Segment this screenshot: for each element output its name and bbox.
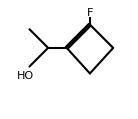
Text: F: F (87, 8, 93, 18)
Polygon shape (66, 23, 91, 49)
Text: HO: HO (17, 71, 34, 81)
